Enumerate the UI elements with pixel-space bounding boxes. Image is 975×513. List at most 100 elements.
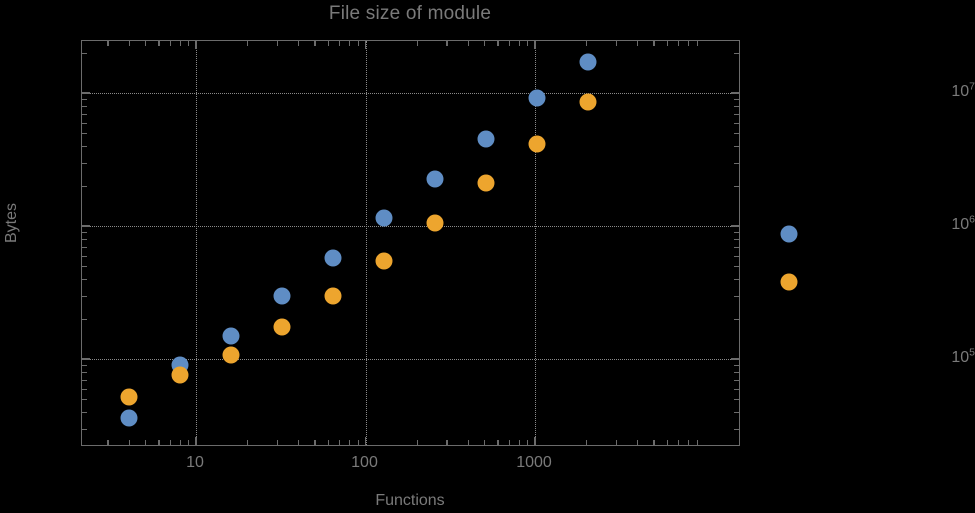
data-point-series-a[interactable] [426,170,444,188]
x-axis-tick-minor [327,440,330,445]
x-axis-tick-minor [518,41,520,46]
y-axis-tick-minor [82,379,87,381]
data-point-series-a-outside[interactable] [780,225,798,243]
x-axis-tick-minor [339,41,341,46]
y-tick-mantissa: 10 [951,216,970,233]
x-axis-tick-minor [527,440,529,445]
y-axis-tick-major [731,92,739,94]
data-point-series-b[interactable] [324,287,342,305]
x-axis-tick-minor [497,41,499,46]
data-point-series-a[interactable] [477,130,495,148]
data-point-series-b[interactable] [273,318,291,336]
data-point-series-b[interactable] [222,346,240,364]
x-axis-tick-minor [637,440,639,445]
x-axis-tick-minor [696,41,698,46]
x-axis-tick-minor [678,440,680,445]
data-point-series-b[interactable] [120,388,138,406]
y-axis-tick-minor [734,113,739,115]
y-axis-tick-minor [734,145,739,148]
x-axis-tick-minor [169,440,171,445]
x-axis-tick-minor [188,41,190,46]
data-point-series-a[interactable] [120,409,138,427]
x-axis-tick-minor [169,41,171,46]
y-axis-tick-minor [82,113,87,115]
data-point-series-b[interactable] [426,214,444,232]
x-axis-tick-label: 100 [351,454,378,471]
y-tick-mantissa: 10 [951,349,970,366]
data-point-series-b[interactable] [375,252,393,270]
y-axis-tick-major [82,225,90,227]
x-axis-tick-minor [247,41,249,46]
y-axis-tick-minor [734,232,739,234]
x-axis-tick-major [195,437,197,445]
x-axis-tick-minor [179,440,181,445]
gridline-vertical [196,41,197,445]
x-axis-tick-minor [508,440,510,445]
data-point-series-a[interactable] [273,287,291,305]
y-axis-title: Bytes [3,202,20,243]
y-axis-tick-minor [82,185,87,188]
x-axis-tick-minor [637,41,639,46]
x-axis-tick-minor [688,41,690,46]
x-axis-tick-minor [188,440,190,445]
y-axis-tick-minor [82,266,87,268]
y-axis-tick-minor [734,371,739,374]
x-axis-tick-minor [666,41,669,46]
x-axis-tick-minor [144,41,147,46]
x-axis-tick-minor [653,41,655,46]
x-axis-tick-minor [527,41,529,46]
data-point-series-a[interactable] [528,89,546,107]
x-axis-tick-minor [339,440,341,445]
y-axis-tick-minor [734,266,739,268]
y-tick-exponent: 6 [969,213,975,226]
y-axis-tick-minor [82,371,87,374]
x-axis-tick-minor [107,440,109,445]
y-axis-tick-minor [82,105,87,108]
y-axis-tick-minor [734,411,739,414]
y-axis-tick-minor [734,105,739,108]
y-axis-tick-minor [734,185,739,188]
x-axis-tick-minor [144,440,147,445]
x-axis-tick-label: 1000 [516,454,552,471]
gridline-horizontal [82,226,739,227]
y-axis-tick-minor [734,388,739,390]
x-axis-tick-minor [446,41,448,46]
y-axis-tick-label: 105 [904,347,975,367]
data-point-series-b[interactable] [528,135,546,153]
data-point-series-b[interactable] [171,366,189,384]
y-axis-tick-major [82,92,90,94]
x-axis-tick-minor [314,440,316,445]
x-axis-tick-minor [247,440,249,445]
y-axis-tick-major [82,358,90,360]
x-axis-tick-minor [666,440,669,445]
y-axis-tick-minor [82,99,87,101]
x-axis-tick-minor [314,41,316,46]
y-axis-tick-minor [82,318,87,321]
y-axis-tick-minor [734,162,739,164]
x-axis-tick-minor [615,41,618,46]
y-axis-tick-minor [734,278,739,281]
x-axis-tick-minor [446,440,448,445]
x-axis-tick-minor [107,41,109,46]
x-axis-tick-minor [327,41,330,46]
data-point-series-a[interactable] [222,327,240,345]
data-point-series-a[interactable] [324,249,342,267]
data-point-series-b[interactable] [579,93,597,111]
y-axis-tick-minor [82,52,87,55]
data-point-series-a[interactable] [579,53,597,71]
y-axis-tick-major [731,358,739,360]
y-axis-tick-minor [82,162,87,164]
y-axis-tick-minor [82,388,87,390]
x-axis-tick-minor [678,41,680,46]
y-axis-tick-minor [734,379,739,381]
data-point-series-a[interactable] [375,209,393,227]
data-point-series-b[interactable] [477,174,495,192]
x-axis-tick-minor [349,41,351,46]
x-axis-tick-minor [416,41,418,46]
y-axis-tick-minor [734,365,739,367]
data-point-series-b-outside[interactable] [780,273,798,291]
x-axis-tick-minor [298,440,300,445]
x-axis-tick-minor [158,440,160,445]
